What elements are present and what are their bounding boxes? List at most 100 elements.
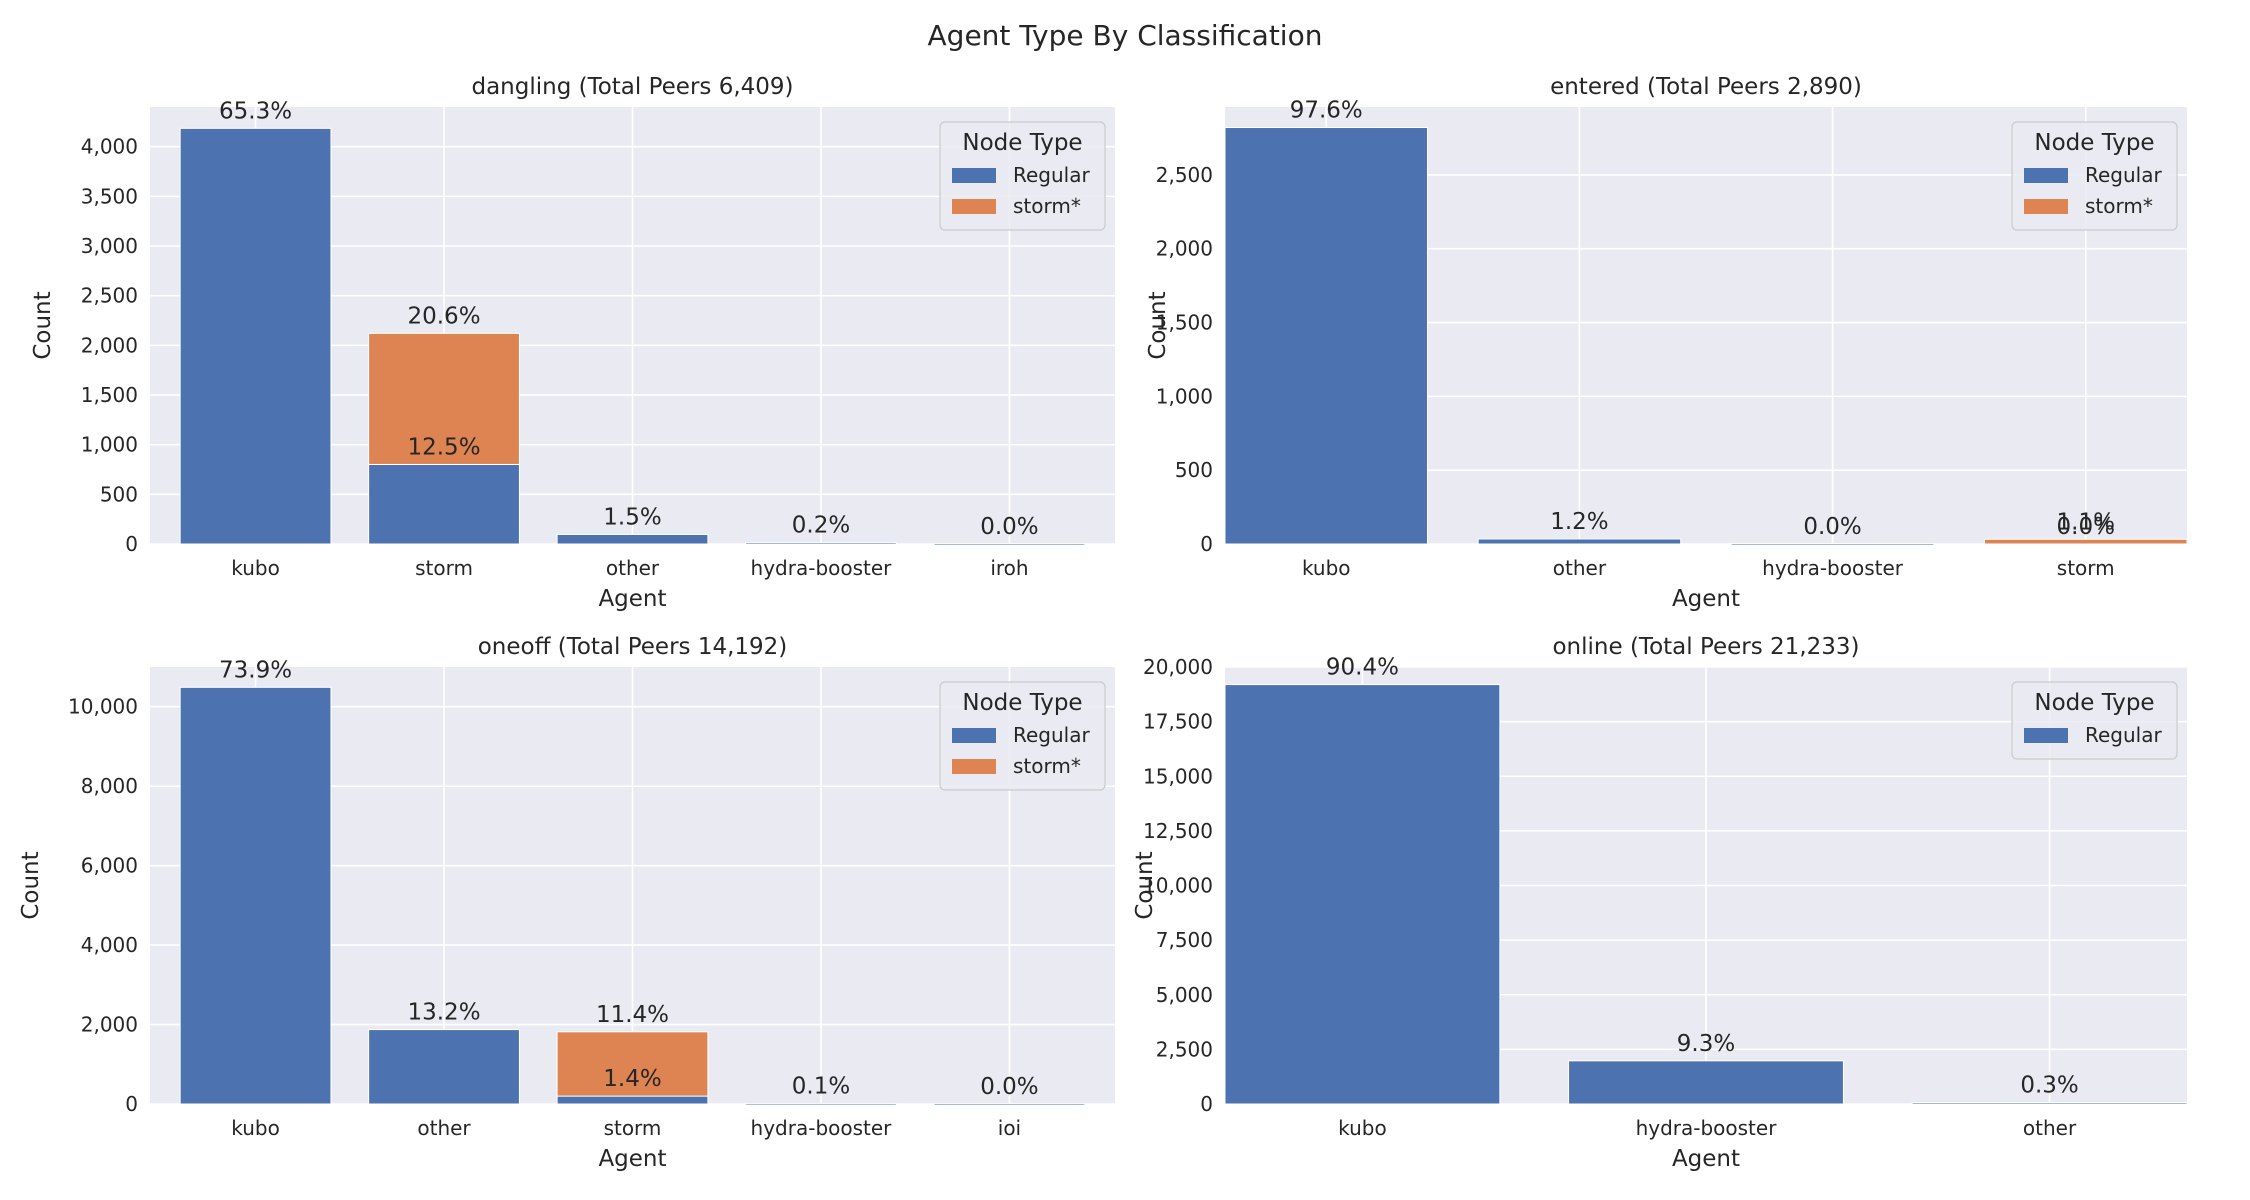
y-tick-label: 5,000 — [1156, 983, 1213, 1007]
x-tick-label: hydra-booster — [751, 1116, 893, 1140]
y-axis-label: Count — [18, 851, 44, 919]
panel-title: entered (Total Peers 2,890) — [1550, 74, 1862, 100]
legend-label: Regular — [2085, 163, 2162, 187]
x-tick-label: kubo — [231, 556, 280, 580]
legend-swatch-storm — [952, 199, 996, 214]
data-label: 1.1% — [2057, 509, 2115, 535]
bar-regular-hydra-booster — [745, 1102, 897, 1106]
y-tick-label: 2,500 — [1156, 1037, 1213, 1061]
y-tick-label: 0 — [1200, 532, 1213, 556]
data-label: 73.9% — [219, 657, 292, 683]
y-tick-label: 500 — [100, 482, 138, 506]
x-axis-label: Agent — [1672, 1146, 1740, 1172]
x-tick-label: other — [606, 556, 660, 580]
data-label: 1.2% — [1550, 509, 1608, 535]
y-tick-label: 0 — [1200, 1092, 1213, 1116]
legend-title: Node Type — [2034, 690, 2154, 716]
legend-label: storm* — [1013, 754, 1081, 778]
legend-swatch-regular — [952, 728, 996, 743]
y-tick-label: 8,000 — [81, 774, 138, 798]
data-label: 0.1% — [792, 1073, 850, 1099]
legend-label: Regular — [1013, 723, 1090, 747]
data-label: 0.0% — [980, 514, 1038, 540]
legend-label: Regular — [1013, 163, 1090, 187]
x-tick-label: other — [1553, 556, 1607, 580]
bar-regular-hydra-booster — [745, 542, 897, 545]
y-tick-label: 3,500 — [81, 184, 138, 208]
y-tick-label: 2,000 — [1156, 237, 1213, 261]
x-tick-label: kubo — [1338, 1116, 1387, 1140]
y-tick-label: 2,500 — [81, 284, 138, 308]
x-tick-label: ioi — [998, 1116, 1021, 1140]
legend-swatch-regular — [2024, 168, 2068, 183]
data-label: 1.5% — [603, 504, 661, 530]
data-label: 0.0% — [1803, 514, 1861, 540]
panel-title: online (Total Peers 21,233) — [1552, 634, 1859, 660]
y-axis-label: Count — [1132, 851, 1158, 919]
y-tick-label: 1,000 — [81, 433, 138, 457]
x-tick-label: kubo — [1302, 556, 1351, 580]
x-axis-label: Agent — [598, 586, 666, 612]
y-tick-label: 15,000 — [1143, 764, 1213, 788]
data-label: 90.4% — [1326, 655, 1399, 681]
bar-regular-hydra-booster — [1730, 543, 1935, 546]
figure-title: Agent Type By Classification — [928, 19, 1323, 52]
x-tick-label: hydra-booster — [1762, 556, 1904, 580]
y-tick-label: 4,000 — [81, 933, 138, 957]
data-label: 1.4% — [603, 1066, 661, 1092]
x-axis-label: Agent — [598, 1146, 666, 1172]
y-tick-label: 4,000 — [81, 135, 138, 159]
legend-title: Node Type — [962, 690, 1082, 716]
y-tick-label: 10,000 — [1143, 874, 1213, 898]
x-tick-label: hydra-booster — [1636, 1116, 1778, 1140]
bar-regular-kubo — [179, 127, 332, 545]
y-tick-label: 6,000 — [81, 854, 138, 878]
y-tick-label: 2,500 — [1156, 163, 1213, 187]
data-label: 9.3% — [1677, 1031, 1735, 1057]
bar-regular-storm — [556, 1095, 709, 1105]
bar-storm-storm — [1983, 538, 2188, 545]
y-tick-label: 20,000 — [1143, 655, 1213, 679]
bar-regular-other — [1477, 538, 1682, 545]
y-tick-label: 1,000 — [1156, 384, 1213, 408]
legend-swatch-regular — [2024, 728, 2068, 743]
y-tick-label: 10,000 — [68, 695, 138, 719]
bar-regular-other — [368, 1029, 520, 1105]
bar-regular-iroh — [933, 543, 1086, 546]
x-tick-label: kubo — [231, 1116, 280, 1140]
x-tick-label: hydra-booster — [751, 556, 893, 580]
bar-regular-ioi — [933, 1103, 1086, 1106]
bar-regular-kubo — [1224, 127, 1429, 545]
y-tick-label: 17,500 — [1143, 710, 1213, 734]
panel-title: oneoff (Total Peers 14,192) — [478, 634, 788, 660]
bar-regular-other — [1911, 1102, 2188, 1105]
x-tick-label: storm — [2057, 556, 2115, 580]
y-tick-label: 500 — [1175, 458, 1213, 482]
y-axis-label: Count — [30, 291, 56, 359]
y-tick-label: 0 — [125, 1092, 138, 1116]
bar-regular-kubo — [1224, 684, 1501, 1105]
bar-regular-hydra-booster — [1568, 1060, 1844, 1105]
y-tick-label: 3,000 — [81, 234, 138, 258]
data-label: 13.2% — [407, 1000, 480, 1026]
legend-label: Regular — [2085, 723, 2162, 747]
y-axis-label: Count — [1145, 291, 1171, 359]
x-tick-label: storm — [604, 1116, 662, 1140]
y-tick-label: 12,500 — [1143, 819, 1213, 843]
bar-regular-kubo — [179, 686, 332, 1105]
y-tick-label: 1,500 — [1156, 311, 1213, 335]
data-label: 65.3% — [219, 98, 292, 124]
x-tick-label: other — [417, 1116, 471, 1140]
bar-regular-other — [556, 533, 709, 545]
bar-storm-storm — [556, 1031, 709, 1097]
y-tick-label: 0 — [125, 532, 138, 556]
legend-label: storm* — [2085, 194, 2153, 218]
legend-title: Node Type — [962, 130, 1082, 156]
legend-swatch-storm — [2024, 199, 2068, 214]
x-tick-label: other — [2023, 1116, 2077, 1140]
data-label: 0.0% — [980, 1074, 1038, 1100]
x-tick-label: iroh — [990, 556, 1028, 580]
y-tick-label: 2,000 — [81, 1013, 138, 1037]
legend-swatch-regular — [952, 168, 996, 183]
